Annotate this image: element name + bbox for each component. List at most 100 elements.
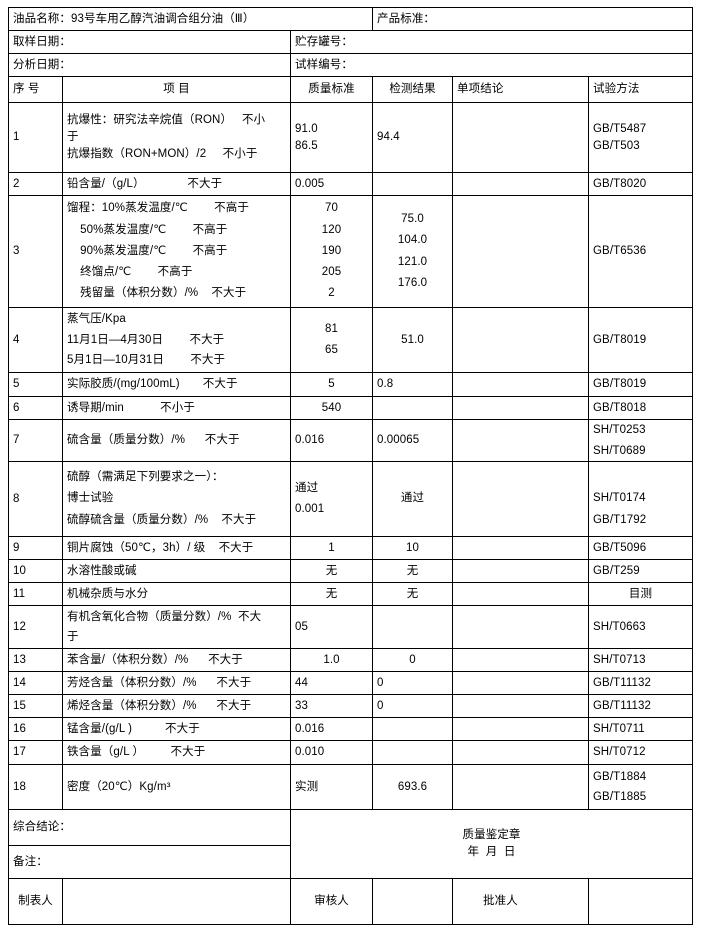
column-header-no: 序 号 <box>8 76 63 103</box>
row-result-line: 51.0 <box>401 333 424 346</box>
row-item: 铅含量/（g/L） 不大于 <box>62 172 291 196</box>
row-result[interactable]: 693.6 <box>372 764 454 810</box>
approver-value-cell[interactable] <box>588 878 694 925</box>
row-result[interactable] <box>372 172 454 196</box>
row-result[interactable]: 0 <box>372 671 454 695</box>
header-sample-no-cell: 试样编号： <box>289 53 694 77</box>
row-result[interactable] <box>372 740 454 765</box>
row-method: GB/T11132 <box>588 694 694 718</box>
row-item-line: 5月1日—10月31日 不大于 <box>67 354 226 367</box>
row-conclusion[interactable] <box>452 740 590 765</box>
header-tank-no-cell: 贮存罐号： <box>289 30 694 54</box>
row-item: 有机含氧化合物（质量分数）/% 不大 于 <box>62 605 291 649</box>
row-conclusion[interactable] <box>452 419 590 462</box>
row-conclusion[interactable] <box>452 764 590 810</box>
row-result[interactable]: 无 <box>372 582 454 606</box>
row-method: GB/T259 <box>588 559 694 583</box>
row-no: 1 <box>8 102 63 173</box>
row-standard-line: 2 <box>328 287 335 300</box>
reviewer-label-cell: 审核人 <box>289 878 374 925</box>
row-conclusion[interactable] <box>452 396 590 420</box>
row-conclusion[interactable] <box>452 559 590 583</box>
row-conclusion[interactable] <box>452 671 590 695</box>
row-result[interactable]: 10 <box>372 536 454 560</box>
row-standard: 81 65 <box>289 307 374 373</box>
row-result[interactable]: 0 <box>372 648 454 672</box>
row-standard-line: 81 <box>325 323 338 336</box>
row-conclusion[interactable] <box>452 582 590 606</box>
table-row: 15 烯烃含量（体积分数）/% 不大于 33 0 GB/T11132 <box>8 694 694 718</box>
row-result[interactable]: 通过 <box>372 461 454 537</box>
row-conclusion[interactable] <box>452 694 590 718</box>
header-tank-no-label: 贮存罐号： <box>295 35 353 48</box>
row-standard-line: 91.0 <box>295 122 318 135</box>
row-result[interactable] <box>372 396 454 420</box>
row-item: 诱导期/min 不小于 <box>62 396 291 420</box>
row-result[interactable]: 75.0 104.0 121.0 176.0 <box>372 195 454 308</box>
header-sample-date-label: 取样日期： <box>13 35 71 48</box>
quality-stamp-title: 质量鉴定章 <box>462 829 521 842</box>
row-item: 芳烃含量（体积分数）/% 不大于 <box>62 671 291 695</box>
overall-conclusion-cell[interactable]: 综合结论： <box>8 809 291 846</box>
row-conclusion[interactable] <box>452 536 590 560</box>
row-conclusion[interactable] <box>452 648 590 672</box>
row-method-line: SH/T0689 <box>593 444 646 457</box>
row-conclusion[interactable] <box>452 172 590 196</box>
row-method-line: GB/T1792 <box>593 513 647 526</box>
table-row: 3 馏程：10%蒸发温度/℃ 不高于 50%蒸发温度/℃ 不高于 90%蒸发温度… <box>8 195 694 308</box>
row-result[interactable] <box>372 717 454 741</box>
table-row: 6 诱导期/min 不小于 540 GB/T8018 <box>8 396 694 420</box>
row-method: GB/T5487 GB/T503 <box>588 102 694 173</box>
row-standard: 0.010 <box>289 740 374 765</box>
row-standard: 0.005 <box>289 172 374 196</box>
row-result[interactable]: 0.00065 <box>372 419 454 462</box>
row-no: 12 <box>8 605 63 649</box>
row-no: 10 <box>8 559 63 583</box>
header-oil-name-value[interactable]: 93号车用乙醇汽油调合组分油（Ⅲ） <box>71 12 255 25</box>
row-conclusion[interactable] <box>452 307 590 373</box>
row-result[interactable] <box>372 605 454 649</box>
row-result[interactable]: 0 <box>372 694 454 718</box>
row-no: 5 <box>8 372 63 397</box>
row-conclusion[interactable] <box>452 461 590 537</box>
row-standard: 无 <box>289 582 374 606</box>
table-row: 18 密度（20℃）Kg/m³ 实测 693.6 GB/T1884 GB/T18… <box>8 764 694 810</box>
quality-stamp-date[interactable]: 年 月 日 <box>467 846 516 858</box>
row-method-line: SH/T0253 <box>593 424 646 437</box>
oil-inspection-report-table: 油品名称： 93号车用乙醇汽油调合组分油（Ⅲ） 产品标准： 取样日期： <box>7 7 694 925</box>
row-result[interactable]: 51.0 <box>372 307 454 373</box>
row-conclusion[interactable] <box>452 102 590 173</box>
remark-cell[interactable]: 备注： <box>8 845 291 879</box>
row-standard: 540 <box>289 396 374 420</box>
row-item-line: 于 <box>67 631 79 643</box>
row-standard: 通过 0.001 <box>289 461 374 537</box>
row-method: GB/T8020 <box>588 172 694 196</box>
table-row: 17 铁含量（g/L ） 不大于 0.010 SH/T0712 <box>8 740 694 765</box>
row-result[interactable]: 无 <box>372 559 454 583</box>
row-conclusion[interactable] <box>452 195 590 308</box>
table-column-header-row: 序 号 项 目 质量标准 检测结果 单项结论 试验方法 <box>8 76 694 103</box>
row-item: 馏程：10%蒸发温度/℃ 不高于 50%蒸发温度/℃ 不高于 90%蒸发温度/℃… <box>62 195 291 308</box>
row-method: GB/T8018 <box>588 396 694 420</box>
table-row: 10 水溶性酸或碱 无 无 GB/T259 <box>8 559 694 583</box>
row-conclusion[interactable] <box>452 372 590 397</box>
row-item-line: 抗爆指数（RON+MON）/2 不小于 <box>67 147 258 160</box>
row-standard-line: 205 <box>321 266 342 279</box>
row-method-line: SH/T0174 <box>593 492 646 505</box>
maker-value-cell[interactable] <box>62 878 291 925</box>
row-result-line: 75.0 <box>401 212 424 225</box>
row-method: . SH/T0174 GB/T1792 <box>588 461 694 537</box>
row-conclusion[interactable] <box>452 717 590 741</box>
row-result[interactable]: 0.8 <box>372 372 454 397</box>
table-row: 16 锰含量/(g/L ) 不大于 0.016 SH/T0711 <box>8 717 694 741</box>
row-conclusion[interactable] <box>452 605 590 649</box>
reviewer-value-cell[interactable] <box>372 878 454 925</box>
row-item-line: 硫醇硫含量（质量分数）/% 不大于 <box>67 513 257 526</box>
row-standard-line: 120 <box>321 223 342 236</box>
row-method-line: GB/T1885 <box>593 791 647 803</box>
row-item-line: 50%蒸发温度/℃ 不高于 <box>67 223 228 236</box>
row-method-line: GB/T5487 <box>593 122 647 135</box>
table-row: 11 机械杂质与水分 无 无 目测 <box>8 582 694 606</box>
row-item: 苯含量/（体积分数）/% 不大于 <box>62 648 291 672</box>
row-no: 14 <box>8 671 63 695</box>
